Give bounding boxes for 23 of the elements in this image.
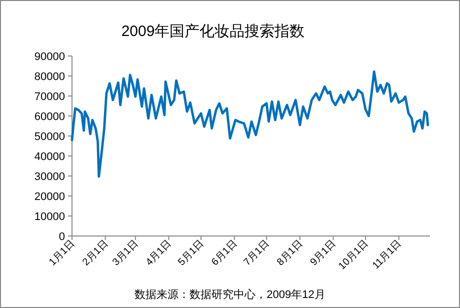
- source-note: 数据来源：数据研究中心，2009年12月: [134, 288, 326, 301]
- y-tick-label: 30000: [34, 171, 65, 183]
- x-tick-label: 8月1日: [275, 238, 306, 268]
- x-tick-label: 3月1日: [110, 238, 141, 268]
- x-tick-label: 4月1日: [144, 238, 174, 268]
- y-tick-label: 40000: [34, 151, 65, 163]
- x-tick-label: 5月1日: [176, 238, 206, 268]
- y-tick-label: 0: [58, 231, 65, 243]
- y-tick-label: 10000: [34, 211, 65, 223]
- x-tick-label: 2月1日: [80, 238, 110, 268]
- line-series: [70, 70, 430, 178]
- x-tick-label: 11月1日: [370, 238, 404, 272]
- y-tick-label: 60000: [34, 111, 65, 123]
- y-tick-label: 50000: [34, 131, 65, 143]
- y-tick-label: 90000: [34, 51, 65, 63]
- y-tick-label: 20000: [34, 191, 65, 203]
- chart-title: 2009年国产化妆品搜索指数: [121, 23, 305, 40]
- x-tick-label: 9月1日: [308, 238, 338, 268]
- x-tick-label: 7月1日: [242, 238, 272, 268]
- x-tick-label: 6月1日: [210, 238, 240, 268]
- y-tick-label: 80000: [34, 71, 65, 83]
- y-tick-label: 70000: [34, 91, 65, 103]
- x-tick-label: 10月1日: [336, 238, 371, 272]
